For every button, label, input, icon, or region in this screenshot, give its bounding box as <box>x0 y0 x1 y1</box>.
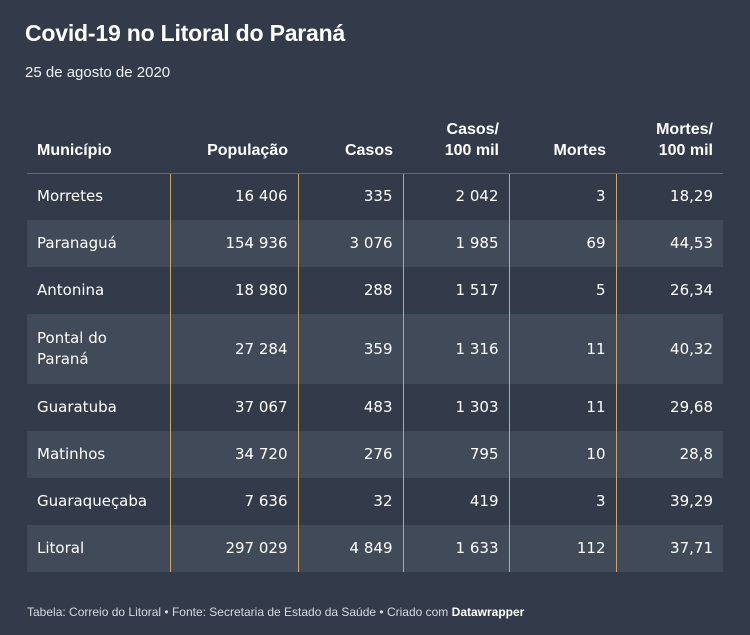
cell-populacao: 18 980 <box>169 267 298 314</box>
table-row: Litoral 297 029 4 849 1 633 112 37,71 <box>27 525 723 572</box>
footer-brand-link[interactable]: Datawrapper <box>451 605 525 619</box>
cell-mortes-100mil: 37,71 <box>615 525 723 572</box>
cell-mortes: 3 <box>508 478 616 525</box>
cell-municipio-line: Antonina <box>37 281 105 299</box>
cell-municipio-line: Guaratuba <box>37 398 117 416</box>
chart-footer: Tabela: Correio do Litoral • Fonte: Secr… <box>27 605 524 619</box>
table-row: Guaratuba 37 067 483 1 303 11 29,68 <box>27 384 723 431</box>
cell-casos: 276 <box>297 431 403 478</box>
cell-mortes: 69 <box>508 220 616 267</box>
cell-municipio: Antonina <box>27 267 170 314</box>
header-line: 100 mil <box>444 141 499 159</box>
cell-municipio-line: Pontal do <box>37 329 107 347</box>
cell-casos-100mil: 1 303 <box>402 384 509 431</box>
cell-municipio: Litoral <box>27 525 170 572</box>
cell-mortes: 3 <box>508 173 616 220</box>
cell-populacao: 154 936 <box>169 220 298 267</box>
table-row: Paranaguá 154 936 3 076 1 985 69 44,53 <box>27 220 723 267</box>
cell-mortes: 11 <box>508 314 616 384</box>
cell-casos-100mil: 2 042 <box>402 173 509 220</box>
chart-title: Covid-19 no Litoral do Paraná <box>25 20 346 46</box>
cell-municipio-line: Litoral <box>37 539 85 557</box>
cell-casos: 32 <box>297 478 403 525</box>
cell-municipio: Guaraqueçaba <box>27 478 170 525</box>
cell-casos: 359 <box>297 314 403 384</box>
cell-mortes: 10 <box>508 431 616 478</box>
cell-populacao: 16 406 <box>169 173 298 220</box>
header-casos[interactable]: Casos <box>298 110 403 174</box>
cell-municipio: Matinhos <box>27 431 170 478</box>
cell-populacao: 7 636 <box>169 478 298 525</box>
cell-municipio: Pontal do Paraná <box>27 314 170 384</box>
header-line: Município <box>37 141 112 159</box>
table-header-row: Município População Casos Casos/ 100 mil… <box>27 110 723 174</box>
cell-mortes: 5 <box>508 267 616 314</box>
cell-mortes: 112 <box>508 525 616 572</box>
table-row: Morretes 16 406 335 2 042 3 18,29 <box>27 173 723 220</box>
header-mortes[interactable]: Mortes <box>509 110 616 174</box>
cell-casos-100mil: 1 316 <box>402 314 509 384</box>
cell-mortes-100mil: 44,53 <box>615 220 723 267</box>
cell-municipio-line: Paranaguá <box>37 234 117 252</box>
cell-municipio-line: Morretes <box>37 187 104 206</box>
cell-municipio-line: Guaraqueçaba <box>37 492 148 510</box>
cell-casos-100mil: 1 517 <box>402 267 509 314</box>
table-row: Antonina 18 980 288 1 517 5 26,34 <box>27 267 723 314</box>
cell-mortes-100mil: 28,8 <box>615 431 723 478</box>
header-line: Casos/ <box>446 120 499 138</box>
header-line: 100 mil <box>658 141 713 159</box>
cell-municipio-line: Matinhos <box>37 445 106 463</box>
cell-mortes-100mil: 40,32 <box>615 314 723 384</box>
header-line: Mortes/ <box>656 120 713 138</box>
cell-mortes-100mil: 29,68 <box>615 384 723 431</box>
table-body: Morretes 16 406 335 2 042 3 18,29 Paranaguá 154… <box>27 173 723 572</box>
cell-mortes-100mil: 26,34 <box>615 267 723 314</box>
cell-casos: 483 <box>297 384 403 431</box>
table-row: Guaraqueçaba 7 636 32 419 3 39,29 <box>27 478 723 525</box>
cell-populacao: 34 720 <box>169 431 298 478</box>
cell-populacao: 37 067 <box>169 384 298 431</box>
cell-municipio: Guaratuba <box>27 384 170 431</box>
cell-casos: 335 <box>297 173 403 220</box>
header-mortes-100mil[interactable]: Mortes/ 100 mil <box>616 110 723 174</box>
cell-casos: 3 076 <box>297 220 403 267</box>
header-line: Mortes <box>553 141 606 159</box>
cell-casos-100mil: 1 985 <box>402 220 509 267</box>
cell-populacao: 297 029 <box>169 525 298 572</box>
footer-text: Tabela: Correio do Litoral • Fonte: Secr… <box>27 605 449 619</box>
cell-casos-100mil: 419 <box>402 478 509 525</box>
cell-mortes: 11 <box>508 384 616 431</box>
table-row: Matinhos 34 720 276 795 10 28,8 <box>27 431 723 478</box>
cell-populacao: 27 284 <box>169 314 298 384</box>
cell-casos: 4 849 <box>297 525 403 572</box>
header-casos-100mil[interactable]: Casos/ 100 mil <box>403 110 509 174</box>
cell-municipio: Paranaguá <box>27 220 170 267</box>
table-row: Pontal do Paraná 27 284 359 1 316 11 40,32 <box>27 314 723 384</box>
cell-municipio-line: Paraná <box>37 350 89 368</box>
cell-casos-100mil: 795 <box>402 431 509 478</box>
cell-mortes-100mil: 18,29 <box>615 173 723 220</box>
header-line: População <box>207 141 288 159</box>
chart-subtitle: 25 de agosto de 2020 <box>25 64 171 81</box>
cell-casos: 288 <box>297 267 403 314</box>
header-municipio[interactable]: Município <box>27 110 170 174</box>
cell-mortes-100mil: 39,29 <box>615 478 723 525</box>
cell-municipio: Morretes <box>27 173 170 220</box>
header-line: Casos <box>344 141 393 159</box>
header-populacao[interactable]: População <box>170 110 298 174</box>
data-table: Município População Casos Casos/ 100 mil… <box>27 110 723 572</box>
cell-casos-100mil: 1 633 <box>402 525 509 572</box>
